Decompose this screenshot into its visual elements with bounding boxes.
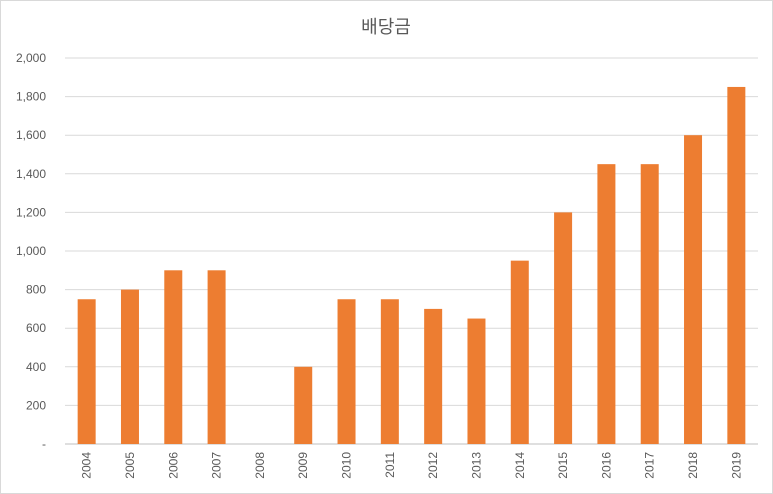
x-tick-label: 2014 <box>513 452 527 479</box>
bar <box>467 318 486 444</box>
chart-title: 배당금 <box>361 17 411 38</box>
bar <box>424 308 443 444</box>
x-tick-label: 2019 <box>729 452 743 479</box>
y-tick-label: 1,400 <box>16 167 46 181</box>
x-tick-label: 2008 <box>253 452 267 479</box>
x-tick-label: 2013 <box>469 452 483 479</box>
y-tick-label: 400 <box>26 360 46 374</box>
bar <box>207 270 226 444</box>
bar <box>727 86 746 444</box>
x-tick-label: 2006 <box>166 452 180 479</box>
y-tick-label: 200 <box>26 398 46 412</box>
bar <box>337 299 356 444</box>
x-tick-label: 2012 <box>426 452 440 479</box>
bar <box>294 366 313 444</box>
bar <box>120 289 139 444</box>
y-tick-label: 1,000 <box>16 244 46 258</box>
x-tick-label: 2017 <box>643 452 657 479</box>
bar <box>640 164 659 444</box>
bar <box>597 164 616 444</box>
x-tick-label: 2004 <box>80 452 94 479</box>
x-tick-label: 2018 <box>686 452 700 479</box>
y-tick-label: 1,200 <box>16 205 46 219</box>
x-tick-label: 2016 <box>599 452 613 479</box>
y-tick-label: 1,600 <box>16 128 46 142</box>
bar <box>554 212 573 444</box>
bar <box>77 299 96 444</box>
x-tick-label: 2011 <box>383 452 397 478</box>
bar <box>510 260 529 444</box>
x-axis-ticks: 2004 2005 2006 2007 2008 2009 2010 2011 2012 2013… <box>80 452 744 479</box>
bar <box>684 135 703 444</box>
y-tick-label: 600 <box>26 321 46 335</box>
x-tick-label: 2009 <box>296 452 310 479</box>
x-tick-label: 2007 <box>210 452 224 479</box>
x-tick-label: 2005 <box>123 452 137 479</box>
y-tick-label: 1,800 <box>16 90 46 104</box>
bar <box>380 299 399 444</box>
bars <box>77 86 746 444</box>
bar <box>164 270 183 444</box>
y-axis-ticks: - 200 400 600 800 1,000 1,200 1,400 1,600 1,800 2,… <box>16 51 46 451</box>
y-tick-label: - <box>42 437 46 451</box>
x-tick-label: 2015 <box>556 452 570 479</box>
y-tick-label: 800 <box>26 283 46 297</box>
x-tick-label: 2010 <box>340 452 354 479</box>
y-tick-label: 2,000 <box>16 51 46 65</box>
